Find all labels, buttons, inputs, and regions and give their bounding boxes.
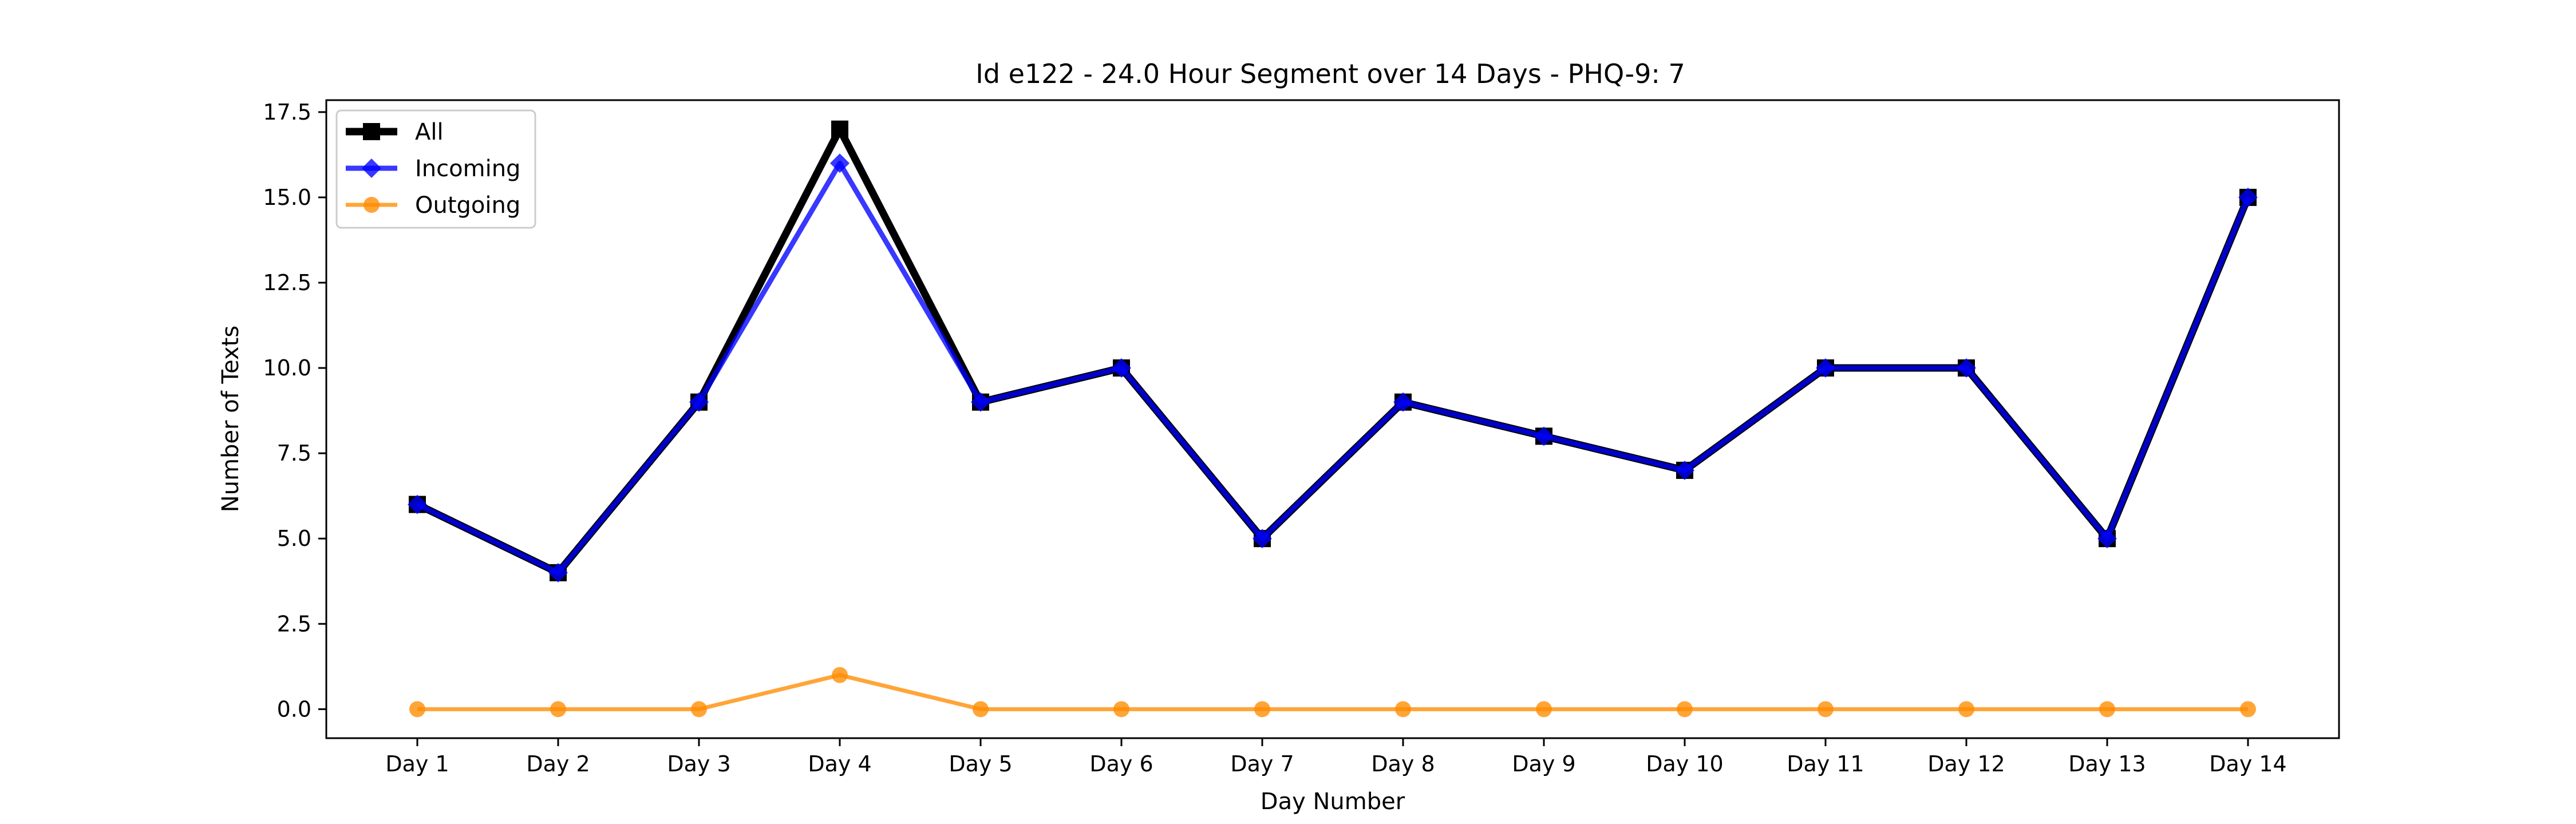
x-tick-label: Day 4 [808, 751, 871, 777]
data-point-outgoing [1818, 701, 1834, 718]
legend-marker-all [363, 123, 380, 140]
data-point-incoming [1253, 529, 1272, 549]
data-point-incoming [1534, 426, 1554, 446]
data-point-incoming [830, 153, 850, 173]
legend-item-incoming: Incoming [346, 156, 520, 182]
y-tick-label: 2.5 [277, 611, 311, 636]
data-point-incoming [408, 494, 427, 514]
data-point-outgoing [1113, 701, 1129, 718]
data-point-all [831, 120, 848, 138]
data-point-outgoing [2099, 701, 2115, 718]
legend-item-all: All [346, 119, 444, 145]
data-point-outgoing [2240, 701, 2256, 718]
series-line-outgoing [417, 673, 2248, 711]
y-axis-ticks: 0.0 2.5 5.0 7.5 10.0 12.5 15.0 17.5 [263, 100, 326, 722]
legend-marker-incoming [362, 159, 381, 178]
x-tick-label: Day 11 [1787, 751, 1864, 777]
x-axis-label: Day Number [1261, 789, 1405, 815]
series-layer [408, 120, 2258, 718]
x-tick-label: Day 6 [1089, 751, 1153, 777]
y-tick-label: 7.5 [277, 441, 311, 466]
data-point-incoming [1112, 358, 1131, 378]
data-point-outgoing [550, 701, 566, 718]
x-tick-label: Day 8 [1371, 751, 1435, 777]
legend: All Incoming Outgoing [335, 109, 536, 229]
x-tick-label: Day 9 [1512, 751, 1575, 777]
legend-label-incoming: Incoming [415, 156, 520, 182]
legend-marker-outgoing [364, 197, 380, 213]
data-point-outgoing [1677, 701, 1693, 718]
data-point-incoming [1816, 358, 1835, 378]
legend-item-outgoing: Outgoing [346, 192, 520, 219]
data-point-incoming [2238, 187, 2258, 207]
y-tick-label: 0.0 [277, 696, 311, 722]
data-point-outgoing [691, 701, 707, 718]
data-point-outgoing [832, 667, 848, 683]
legend-label-outgoing: Outgoing [415, 192, 520, 219]
x-tick-label: Day 5 [949, 751, 1012, 777]
x-tick-label: Day 7 [1230, 751, 1294, 777]
data-point-incoming [2097, 529, 2117, 549]
x-tick-label: Day 10 [1646, 751, 1723, 777]
data-point-incoming [548, 562, 568, 583]
x-tick-label: Day 3 [667, 751, 730, 777]
chart-title: Id e122 - 24.0 Hour Segment over 14 Days… [975, 58, 1685, 89]
series-incoming [408, 153, 2258, 583]
series-line-incoming [416, 160, 2251, 576]
y-tick-label: 17.5 [263, 100, 311, 125]
data-point-outgoing [1254, 701, 1270, 718]
y-tick-label: 15.0 [263, 185, 311, 210]
x-tick-label: Day 13 [2068, 751, 2146, 777]
plot-area-frame [325, 99, 2340, 739]
data-point-incoming [1957, 358, 1976, 378]
legend-items: All Incoming Outgoing [346, 119, 520, 219]
x-tick-label: Day 14 [2209, 751, 2286, 777]
y-tick-label: 12.5 [263, 270, 311, 295]
legend-label-all: All [415, 119, 444, 145]
data-point-incoming [971, 392, 990, 412]
data-point-incoming [1675, 460, 1694, 480]
data-point-outgoing [1395, 701, 1411, 718]
data-point-incoming [689, 392, 709, 412]
x-axis-ticks: Day 1 Day 2 Day 3 Day 4 Day 5 Day 6 Day 7 Day 8… [385, 738, 2287, 777]
data-point-outgoing [973, 701, 989, 718]
y-tick-label: 5.0 [277, 526, 311, 551]
y-axis-label: Number of Texts [218, 326, 244, 512]
data-point-outgoing [409, 701, 425, 718]
data-point-outgoing [1536, 701, 1552, 718]
series-outgoing [409, 667, 2256, 718]
data-point-outgoing [1958, 701, 1974, 718]
y-tick-label: 10.0 [263, 355, 311, 381]
x-tick-label: Day 1 [385, 751, 449, 777]
legend-box [335, 109, 536, 229]
x-tick-label: Day 2 [526, 751, 590, 777]
data-point-incoming [1393, 392, 1413, 412]
x-tick-label: Day 12 [1927, 751, 2005, 777]
